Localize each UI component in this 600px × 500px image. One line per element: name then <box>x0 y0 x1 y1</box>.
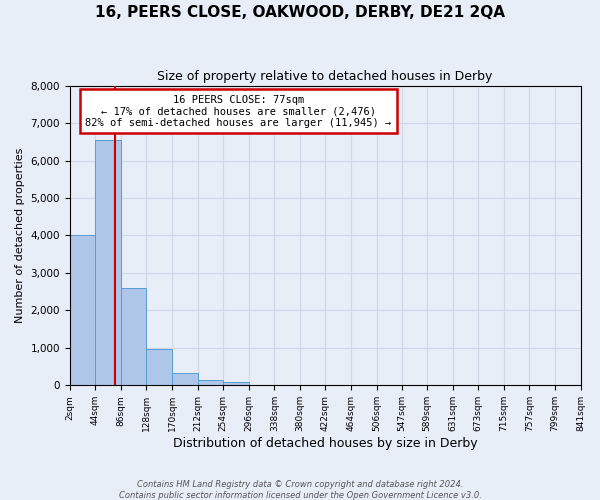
X-axis label: Distribution of detached houses by size in Derby: Distribution of detached houses by size … <box>173 437 478 450</box>
Bar <box>197 380 223 386</box>
Bar <box>121 288 146 386</box>
Text: 16 PEERS CLOSE: 77sqm
← 17% of detached houses are smaller (2,476)
82% of semi-d: 16 PEERS CLOSE: 77sqm ← 17% of detached … <box>85 94 391 128</box>
Text: Contains HM Land Registry data © Crown copyright and database right 2024.
Contai: Contains HM Land Registry data © Crown c… <box>119 480 481 500</box>
Text: 16, PEERS CLOSE, OAKWOOD, DERBY, DE21 2QA: 16, PEERS CLOSE, OAKWOOD, DERBY, DE21 2Q… <box>95 5 505 20</box>
Bar <box>172 374 197 386</box>
Bar <box>95 140 121 386</box>
Y-axis label: Number of detached properties: Number of detached properties <box>15 148 25 323</box>
Bar <box>223 382 249 386</box>
Title: Size of property relative to detached houses in Derby: Size of property relative to detached ho… <box>157 70 493 83</box>
Bar <box>70 236 95 386</box>
Bar <box>146 350 172 386</box>
